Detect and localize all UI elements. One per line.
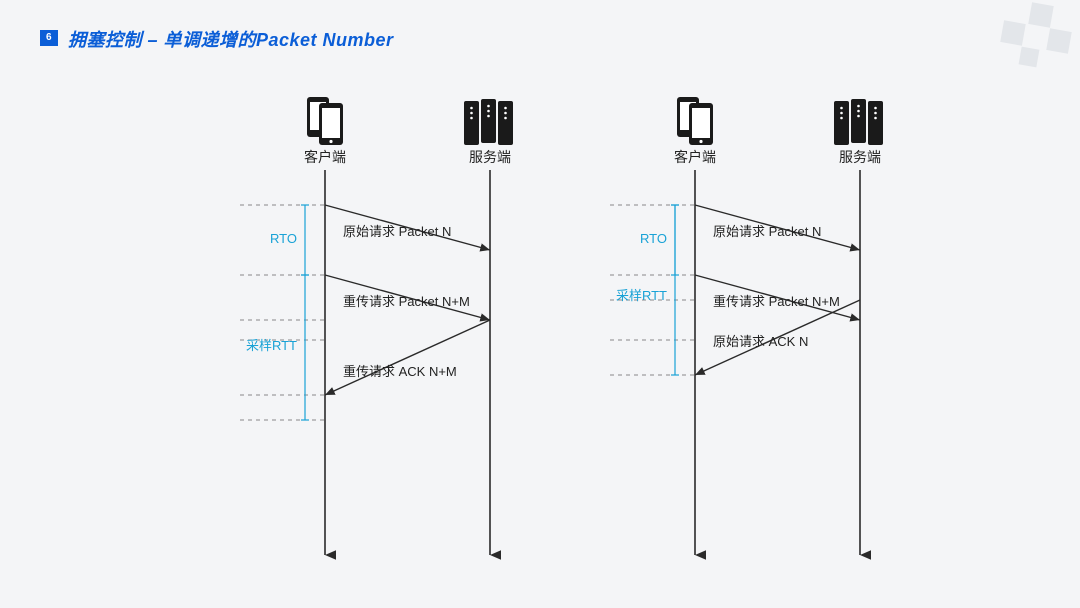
client-icon <box>677 97 713 145</box>
client-label: 客户端 <box>674 149 716 165</box>
annotation-label: RTO <box>640 231 667 246</box>
message-label: 重传请求 Packet N+M <box>343 294 470 309</box>
client-label: 客户端 <box>304 149 346 165</box>
server-icon <box>834 99 883 145</box>
annotation-label: 采样RTT <box>246 338 297 353</box>
sequence-diagram: 客户端 服务端原始请求 Packet N 重传请求 Packet N+M 重传请求 A… <box>0 0 1080 608</box>
message-label: 原始请求 ACK N <box>713 334 808 349</box>
message-label: 重传请求 Packet N+M <box>713 294 840 309</box>
server-label: 服务端 <box>839 149 881 165</box>
annotation-label: 采样RTT <box>616 288 667 303</box>
annotation-label: RTO <box>270 231 297 246</box>
message-label: 原始请求 Packet N <box>343 224 451 239</box>
server-icon <box>464 99 513 145</box>
message-arrow <box>325 320 490 395</box>
message-label: 原始请求 Packet N <box>713 224 821 239</box>
server-label: 服务端 <box>469 149 511 165</box>
client-icon <box>307 97 343 145</box>
message-label: 重传请求 ACK N+M <box>343 364 457 379</box>
